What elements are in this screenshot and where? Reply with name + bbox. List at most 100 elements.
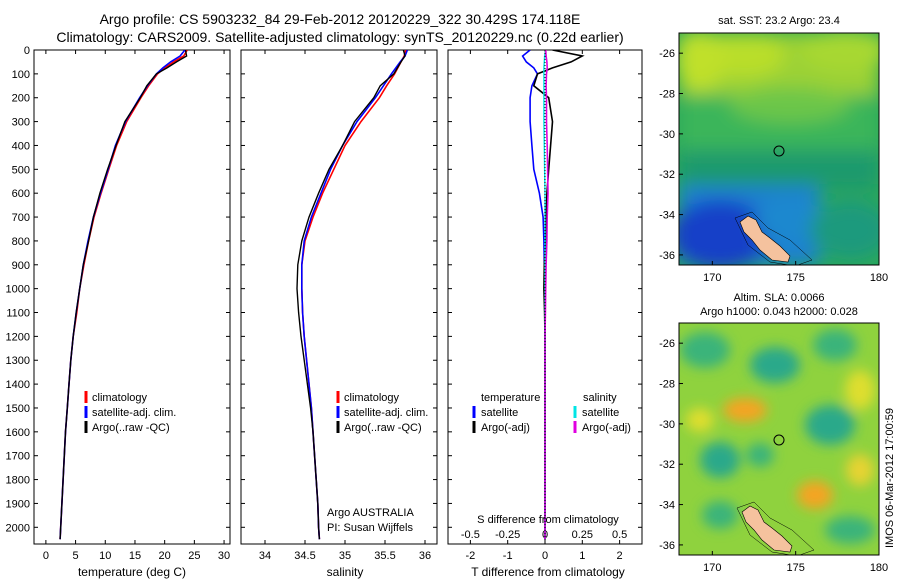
land-mass — [741, 505, 793, 553]
x-tick-label: 10 — [99, 550, 111, 562]
x-tick-label: 0 — [43, 550, 49, 562]
sst-map-field — [679, 33, 879, 265]
series-line-4 — [544, 50, 549, 540]
temperature-xlabel: temperature (deg C) — [78, 565, 186, 579]
legend-t-satellite-label: satellite — [481, 407, 518, 419]
title-line-1: Argo profile: CS 5903232_84 29-Feb-2012 … — [99, 11, 581, 27]
x-tick-label: 0 — [542, 550, 548, 562]
legend-climatology-label: climatology — [92, 392, 148, 404]
map-x-tick-label: 170 — [703, 272, 721, 284]
y-tick-label: 200 — [12, 93, 30, 105]
map-y-tick-label: -36 — [659, 250, 675, 262]
bathymetry-contour — [734, 211, 813, 265]
sst-map-title: sat. SST: 23.2 Argo: 23.4 — [718, 15, 840, 27]
salinity-legend: climatology satellite-adj. clim. Argo(..… — [336, 391, 428, 434]
x-tick-label: 35.5 — [374, 550, 395, 562]
y-tick-label: 1600 — [6, 427, 30, 439]
difference-panel: -2 -1 0 1 2-0.5 -0.25 0 0.25 0.5 S difference fr… — [447, 49, 643, 579]
sla-map-field — [679, 323, 879, 555]
map-y-tick-label: -34 — [659, 500, 675, 512]
map-y-tick-label: -36 — [659, 540, 675, 552]
map-y-tick-label: -28 — [659, 89, 675, 101]
y-tick-label: 600 — [12, 188, 30, 200]
y-tick-label: 700 — [12, 212, 30, 224]
legend-satellite-label: satellite-adj. clim. — [92, 407, 176, 419]
x-tick-label: 20 — [159, 550, 171, 562]
y-tick-label: 1400 — [6, 379, 30, 391]
legend-argo-label: Argo(..raw -QC) — [344, 422, 422, 434]
y-tick-label: 1000 — [6, 284, 30, 296]
map-x-tick-label: 180 — [870, 272, 888, 284]
salinity-panel: 34 34.5 35 35.5 36 salinity climatology sate… — [240, 49, 438, 579]
temperature-legend: climatology satellite-adj. clim. Argo(..… — [84, 391, 176, 434]
sst-map-frame — [678, 32, 880, 266]
y-tick-label: 1800 — [6, 475, 30, 487]
s-diff-tick-label: 0.25 — [572, 529, 593, 541]
argo-pi-note: PI: Susan Wijffels — [327, 522, 413, 534]
y-tick-label: 400 — [12, 140, 30, 152]
map-x-tick-label: 170 — [703, 562, 721, 574]
imos-credit: IMOS 06-Mar-2012 17:00:59 — [884, 408, 896, 548]
x-tick-label: 1 — [579, 550, 585, 562]
argo-position-marker — [773, 145, 785, 157]
y-tick-label: 800 — [12, 236, 30, 248]
sla-map: Altim. SLA: 0.0066 Argo h1000: 0.043 h20… — [659, 292, 888, 574]
legend-climatology-label: climatology — [344, 392, 400, 404]
map-y-tick-label: -26 — [659, 48, 675, 60]
temperature-axes — [33, 49, 231, 545]
legend-t-argo-label: Argo(-adj) — [481, 422, 530, 434]
sla-map-frame — [678, 322, 880, 556]
argo-position-marker — [773, 434, 785, 446]
y-tick-label: 500 — [12, 164, 30, 176]
x-tick-label: -2 — [465, 550, 475, 562]
sla-map-subtitle: Argo h1000: 0.043 h2000: 0.028 — [700, 306, 858, 318]
y-tick-label: 1900 — [6, 498, 30, 510]
x-tick-label: 36 — [419, 550, 431, 562]
map-y-tick-label: -26 — [659, 338, 675, 350]
y-tick-label: 100 — [12, 69, 30, 81]
y-tick-label: 1300 — [6, 355, 30, 367]
map-x-tick-label: 175 — [786, 562, 804, 574]
s-diff-tick-label: 0.5 — [612, 529, 627, 541]
difference-legend: temperature salinity satellite Argo(-adj… — [472, 392, 631, 434]
salinity-axes — [240, 49, 438, 545]
y-tick-label: 2000 — [6, 522, 30, 534]
y-tick-label: 900 — [12, 260, 30, 272]
map-y-tick-label: -30 — [659, 129, 675, 141]
y-tick-label: 1100 — [6, 308, 30, 320]
map-y-tick-label: -32 — [659, 169, 675, 181]
s-diff-tick-label: -0.25 — [495, 529, 520, 541]
map-x-tick-label: 175 — [786, 272, 804, 284]
series-line-3 — [296, 50, 406, 540]
salinity-xlabel: salinity — [327, 565, 364, 579]
y-tick-label: 0 — [24, 45, 30, 57]
argo-program-note: Argo AUSTRALIA — [327, 507, 414, 519]
s-diff-tick-label: -0.5 — [461, 529, 480, 541]
series-line-3 — [59, 50, 188, 540]
map-y-tick-label: -34 — [659, 210, 675, 222]
x-tick-label: 5 — [73, 550, 79, 562]
sla-map-title: Altim. SLA: 0.0066 — [733, 292, 824, 304]
temperature-panel: 0100200300400500600700800900100011001200… — [6, 45, 231, 579]
x-tick-label: 25 — [188, 550, 200, 562]
legend-argo-label: Argo(..raw -QC) — [92, 422, 170, 434]
s-difference-label: S difference from climatology — [477, 514, 619, 526]
y-tick-label: 1500 — [6, 403, 30, 415]
map-y-tick-label: -30 — [659, 419, 675, 431]
x-tick-label: 34 — [259, 550, 271, 562]
x-tick-label: 30 — [218, 550, 230, 562]
map-x-tick-label: 180 — [870, 562, 888, 574]
legend-s-argo-label: Argo(-adj) — [582, 422, 631, 434]
title-line-2: Climatology: CARS2009. Satellite-adjuste… — [56, 29, 624, 45]
x-tick-label: -1 — [503, 550, 513, 562]
land-mass — [739, 215, 791, 263]
x-tick-label: 2 — [617, 550, 623, 562]
y-tick-label: 300 — [12, 117, 30, 129]
x-tick-label: 15 — [129, 550, 141, 562]
map-y-tick-label: -28 — [659, 379, 675, 391]
map-y-tick-label: -32 — [659, 459, 675, 471]
x-tick-label: 35 — [339, 550, 351, 562]
legend-s-satellite-label: satellite — [582, 407, 619, 419]
bathymetry-contour — [736, 501, 815, 555]
